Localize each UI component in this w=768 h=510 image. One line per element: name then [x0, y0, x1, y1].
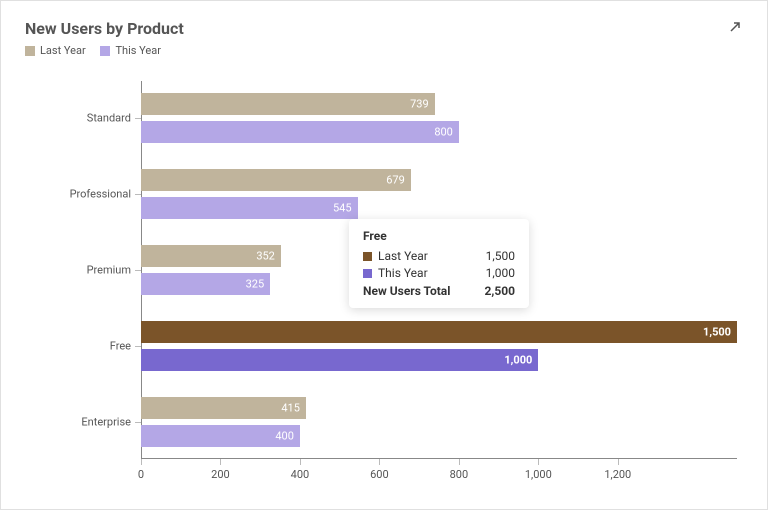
plot-inner: 02004006008001,0001,200Standard739800Pro…: [141, 81, 737, 459]
legend-item[interactable]: Last Year: [25, 44, 86, 57]
bar[interactable]: 415: [141, 397, 306, 419]
bar[interactable]: 1,500: [141, 321, 737, 343]
x-axis-line: [141, 458, 737, 459]
x-tick: [459, 459, 460, 465]
x-tick-label: 1,200: [604, 468, 631, 481]
bar[interactable]: 400: [141, 425, 300, 447]
tooltip: Free Last Year 1,500 This Year 1,000 New…: [349, 219, 529, 308]
bar[interactable]: 739: [141, 93, 435, 115]
chart-card: New Users by Product Last Year This Year…: [0, 0, 768, 510]
tooltip-swatch-icon: [363, 252, 372, 261]
bar-value-label: 415: [281, 402, 300, 415]
tooltip-row-label: This Year: [378, 266, 428, 280]
bar-value-label: 325: [246, 278, 265, 291]
tooltip-total-value: 2,500: [485, 284, 516, 298]
bar-value-label: 800: [434, 126, 453, 139]
bar[interactable]: 1,000: [141, 349, 538, 371]
chart-title: New Users by Product: [25, 19, 184, 38]
legend-swatch-icon: [25, 46, 35, 56]
category-label: Professional: [70, 188, 141, 201]
category-label: Enterprise: [81, 416, 141, 429]
x-tick: [618, 459, 619, 465]
bar[interactable]: 545: [141, 197, 358, 219]
legend-label: This Year: [115, 44, 161, 57]
x-tick-label: 400: [291, 468, 310, 481]
bar-value-label: 739: [410, 98, 429, 111]
expand-icon[interactable]: [727, 19, 743, 35]
bar-value-label: 352: [256, 250, 275, 263]
bar[interactable]: 325: [141, 273, 270, 295]
tooltip-row-label: Last Year: [378, 249, 428, 263]
tooltip-row: Last Year 1,500: [363, 249, 515, 263]
category-label: Standard: [87, 112, 141, 125]
tooltip-total: New Users Total 2,500: [363, 284, 515, 298]
legend-item[interactable]: This Year: [100, 44, 161, 57]
bar-value-label: 679: [386, 174, 405, 187]
bar[interactable]: 352: [141, 245, 281, 267]
x-tick: [220, 459, 221, 465]
tooltip-row: This Year 1,000: [363, 266, 515, 280]
bar-value-label: 400: [275, 430, 294, 443]
bar-value-label: 1,000: [504, 354, 532, 367]
x-tick-label: 600: [370, 468, 389, 481]
x-tick: [379, 459, 380, 465]
x-tick: [538, 459, 539, 465]
x-tick-label: 200: [211, 468, 230, 481]
tooltip-title: Free: [363, 229, 515, 243]
x-tick-label: 0: [138, 468, 144, 481]
category-label: Premium: [87, 264, 141, 277]
tooltip-swatch-icon: [363, 269, 372, 278]
category-label: Free: [110, 340, 141, 353]
tooltip-row-value: 1,000: [486, 266, 515, 280]
card-header: New Users by Product: [25, 19, 743, 38]
x-tick-label: 800: [450, 468, 469, 481]
x-tick: [141, 459, 142, 465]
tooltip-total-label: New Users Total: [363, 284, 450, 298]
bar[interactable]: 679: [141, 169, 411, 191]
x-tick-label: 1,000: [525, 468, 552, 481]
bar[interactable]: 800: [141, 121, 459, 143]
plot-area: 02004006008001,0001,200Standard739800Pro…: [141, 81, 737, 459]
legend-swatch-icon: [100, 46, 110, 56]
bar-value-label: 545: [333, 202, 352, 215]
legend: Last Year This Year: [25, 44, 743, 59]
legend-label: Last Year: [40, 44, 86, 57]
bar-value-label: 1,500: [703, 326, 731, 339]
tooltip-row-value: 1,500: [486, 249, 515, 263]
x-tick: [300, 459, 301, 465]
